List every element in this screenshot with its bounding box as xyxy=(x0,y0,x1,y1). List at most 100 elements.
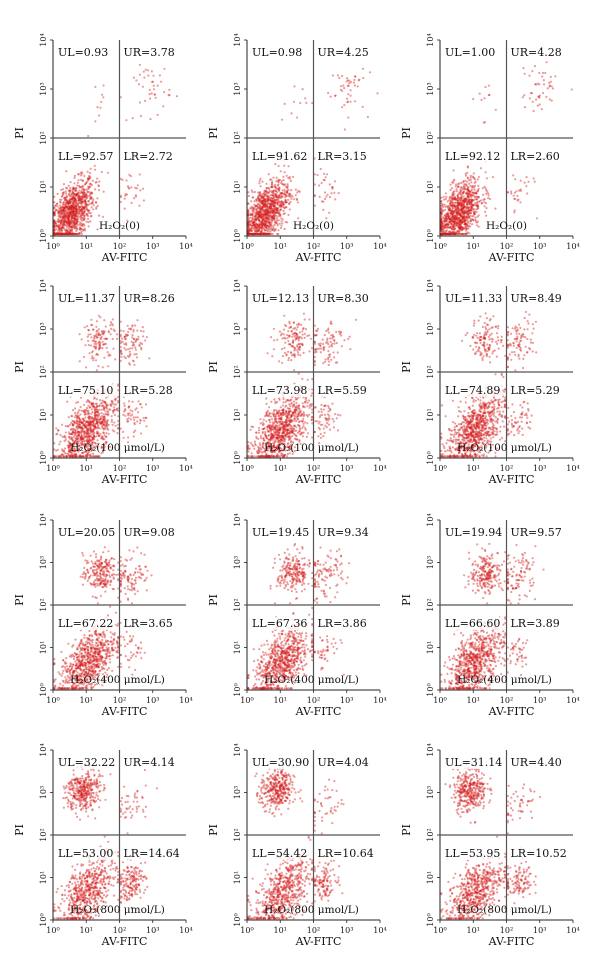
event-dot xyxy=(77,184,80,187)
event-dot xyxy=(61,232,64,236)
event-dot xyxy=(474,216,477,219)
event-dot xyxy=(265,216,268,219)
event-dot xyxy=(258,192,262,195)
y-tick-label: 10⁰ xyxy=(39,451,48,464)
event-dot xyxy=(72,210,75,213)
event-dot xyxy=(76,435,79,438)
event-dot xyxy=(79,215,82,218)
event-dot xyxy=(68,221,71,225)
event-dot xyxy=(90,214,93,217)
event-dot xyxy=(461,212,464,216)
event-dot xyxy=(285,174,288,177)
event-dot xyxy=(163,67,166,70)
event-dot xyxy=(538,71,541,75)
event-dot xyxy=(247,222,250,225)
event-dot xyxy=(491,176,495,179)
event-dot xyxy=(123,410,126,413)
event-dot xyxy=(69,229,73,232)
event-dot xyxy=(56,448,59,451)
event-dot xyxy=(521,96,524,99)
event-dot xyxy=(90,416,93,419)
event-dot xyxy=(71,455,74,458)
event-dot xyxy=(271,421,274,424)
event-dot xyxy=(252,196,255,199)
event-dot xyxy=(310,394,313,397)
event-dot xyxy=(134,186,137,189)
event-dot xyxy=(61,205,64,208)
event-dot xyxy=(486,190,489,193)
event-dot xyxy=(65,214,68,217)
event-dot xyxy=(442,209,445,213)
event-dot xyxy=(536,104,539,107)
event-dot xyxy=(53,195,56,198)
event-dot xyxy=(77,199,80,202)
event-dot xyxy=(72,202,75,205)
event-dot xyxy=(83,196,86,199)
event-dot xyxy=(469,176,472,179)
event-dot xyxy=(441,203,444,206)
event-dot xyxy=(64,232,68,236)
x-tick-label: 10⁰ xyxy=(46,242,59,251)
event-dot xyxy=(59,209,63,212)
event-dot xyxy=(139,189,142,192)
event-dot xyxy=(250,189,253,192)
event-dot xyxy=(261,213,264,216)
event-dot xyxy=(282,209,285,212)
event-dot xyxy=(453,190,456,193)
event-dot xyxy=(261,201,264,204)
event-dot xyxy=(80,434,83,437)
event-dot xyxy=(62,455,65,458)
event-dot xyxy=(105,346,108,349)
event-dot xyxy=(353,100,357,103)
event-dot xyxy=(475,192,478,195)
event-dot xyxy=(276,197,279,200)
event-dot xyxy=(68,423,71,426)
event-dot xyxy=(71,415,74,418)
event-dot xyxy=(447,204,450,207)
event-dot xyxy=(61,209,64,212)
event-dot xyxy=(267,232,270,236)
event-dot xyxy=(466,171,469,174)
event-dot xyxy=(116,432,119,435)
event-dot xyxy=(467,220,470,223)
event-dot xyxy=(288,403,291,406)
event-dot xyxy=(257,195,260,198)
event-dot xyxy=(78,195,81,198)
x-tick-label: 10² xyxy=(113,242,126,251)
quadrant-label-ll: LL=75.10 xyxy=(58,384,113,397)
event-dot xyxy=(247,216,250,219)
event-dot xyxy=(130,201,133,204)
event-dot xyxy=(86,170,89,173)
event-dot xyxy=(279,202,282,205)
event-dot xyxy=(70,212,73,215)
event-dot xyxy=(104,422,107,425)
event-dot xyxy=(65,194,68,197)
event-dot xyxy=(124,408,127,411)
quadrant-label-ll: LL=91.62 xyxy=(252,150,307,163)
event-dot xyxy=(133,197,136,200)
event-dot xyxy=(94,188,97,191)
event-dot xyxy=(104,410,107,413)
event-dot xyxy=(74,199,77,202)
condition-label: H₂O₂(0) xyxy=(99,220,140,232)
event-dot xyxy=(75,222,79,225)
event-dot xyxy=(81,200,85,203)
event-dot xyxy=(72,214,75,217)
event-dot xyxy=(61,453,64,456)
event-dot xyxy=(128,412,131,415)
event-dot xyxy=(283,102,286,105)
event-dot xyxy=(67,227,70,230)
event-dot xyxy=(483,185,486,188)
event-dot xyxy=(525,185,528,188)
event-dot xyxy=(64,447,67,450)
event-dot xyxy=(513,197,516,200)
event-dot xyxy=(74,222,77,225)
event-dot xyxy=(337,192,340,195)
event-dot xyxy=(133,353,136,356)
event-dot xyxy=(69,222,72,225)
y-axis-label: PI xyxy=(400,127,413,139)
event-dot xyxy=(83,434,86,437)
x-tick-label: 10⁴ xyxy=(373,242,386,251)
event-dot xyxy=(466,192,469,195)
event-dot xyxy=(143,99,147,102)
